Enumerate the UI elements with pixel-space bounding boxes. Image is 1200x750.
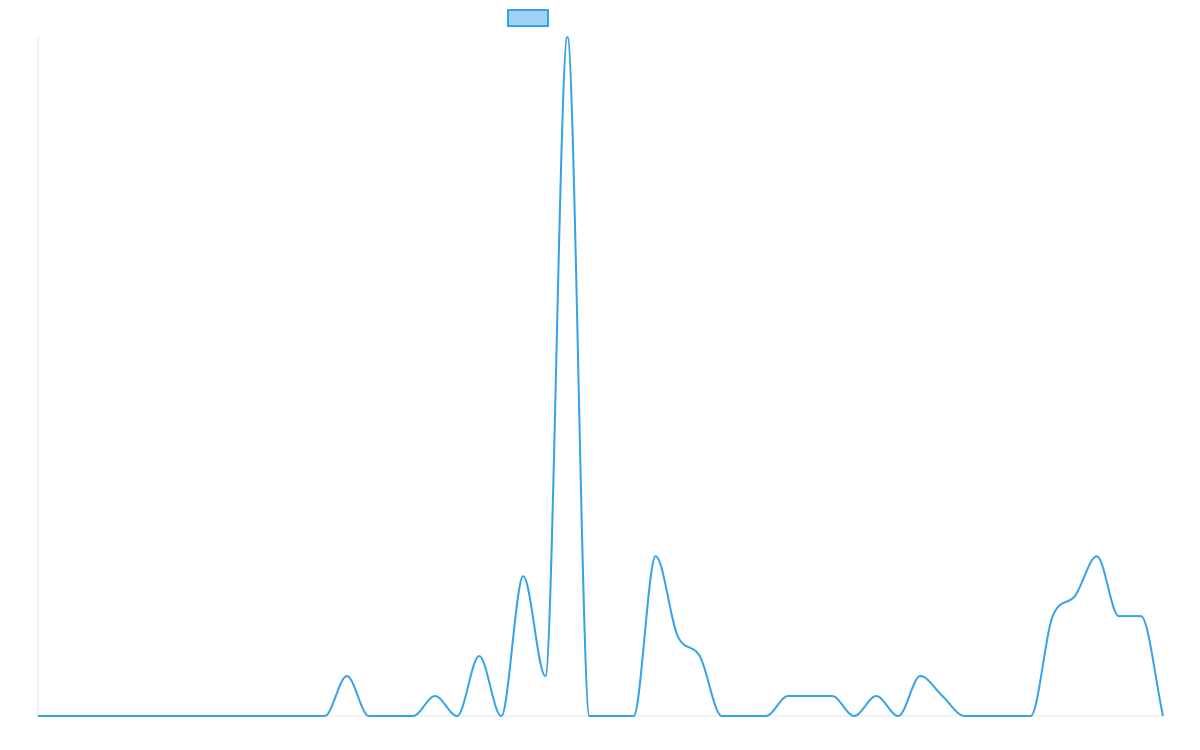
data-point[interactable] [79,713,85,719]
data-point[interactable] [851,713,857,719]
data-point[interactable] [1072,593,1078,599]
data-point[interactable] [961,713,967,719]
data-point[interactable] [609,713,615,719]
data-point[interactable] [145,713,151,719]
data-point[interactable] [939,693,945,699]
data-point[interactable] [123,713,129,719]
data-point[interactable] [1050,613,1056,619]
data-point[interactable] [675,633,681,639]
legend-swatch[interactable] [507,9,549,27]
data-point[interactable] [189,713,195,719]
data-point[interactable] [454,713,460,719]
data-point[interactable] [631,713,637,719]
data-point[interactable] [873,693,879,699]
legend[interactable] [507,9,549,27]
data-point[interactable] [498,713,504,719]
data-point[interactable] [697,653,703,659]
data-point[interactable] [763,713,769,719]
data-point[interactable] [366,713,372,719]
data-point[interactable] [807,693,813,699]
data-point[interactable] [322,713,328,719]
data-point[interactable] [741,713,747,719]
data-point[interactable] [785,693,791,699]
data-point[interactable] [1028,713,1034,719]
data-point[interactable] [1094,553,1100,559]
data-point[interactable] [101,713,107,719]
series-layer [35,34,1166,719]
data-point[interactable] [829,693,835,699]
data-point[interactable] [984,713,990,719]
data-point[interactable] [1138,613,1144,619]
data-point[interactable] [542,673,548,679]
axes [37,37,1163,717]
data-point[interactable] [234,713,240,719]
data-point[interactable] [432,693,438,699]
data-point[interactable] [211,713,217,719]
data-point[interactable] [1116,613,1122,619]
data-point[interactable] [344,673,350,679]
data-point[interactable] [476,653,482,659]
data-point[interactable] [57,713,63,719]
series-line-0 [38,36,1164,717]
data-point[interactable] [300,713,306,719]
data-point[interactable] [895,713,901,719]
data-point[interactable] [410,713,416,719]
data-point[interactable] [1160,713,1166,719]
data-point[interactable] [1006,713,1012,719]
data-point[interactable] [564,34,570,40]
data-point[interactable] [586,713,592,719]
data-point[interactable] [167,713,173,719]
data-point[interactable] [653,553,659,559]
data-point[interactable] [520,573,526,579]
data-point[interactable] [719,713,725,719]
data-point[interactable] [278,713,284,719]
data-point[interactable] [388,713,394,719]
data-point[interactable] [917,673,923,679]
data-point[interactable] [35,713,41,719]
data-point[interactable] [256,713,262,719]
